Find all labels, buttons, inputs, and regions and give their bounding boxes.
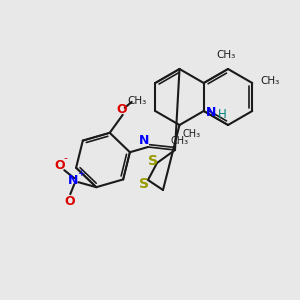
Text: CH₃: CH₃	[170, 136, 189, 146]
Text: O: O	[54, 159, 64, 172]
Text: H: H	[218, 109, 226, 122]
Text: CH₃: CH₃	[216, 50, 236, 60]
Text: N: N	[68, 174, 79, 187]
Text: N: N	[139, 134, 149, 148]
Text: -: -	[63, 153, 67, 163]
Text: CH₃: CH₃	[261, 76, 280, 86]
Text: O: O	[116, 103, 127, 116]
Text: +: +	[77, 169, 85, 178]
Text: CH₃: CH₃	[182, 129, 201, 139]
Text: S: S	[148, 154, 158, 168]
Text: CH₃: CH₃	[127, 96, 146, 106]
Text: N: N	[206, 106, 216, 119]
Text: O: O	[64, 195, 75, 208]
Text: S: S	[139, 177, 149, 191]
